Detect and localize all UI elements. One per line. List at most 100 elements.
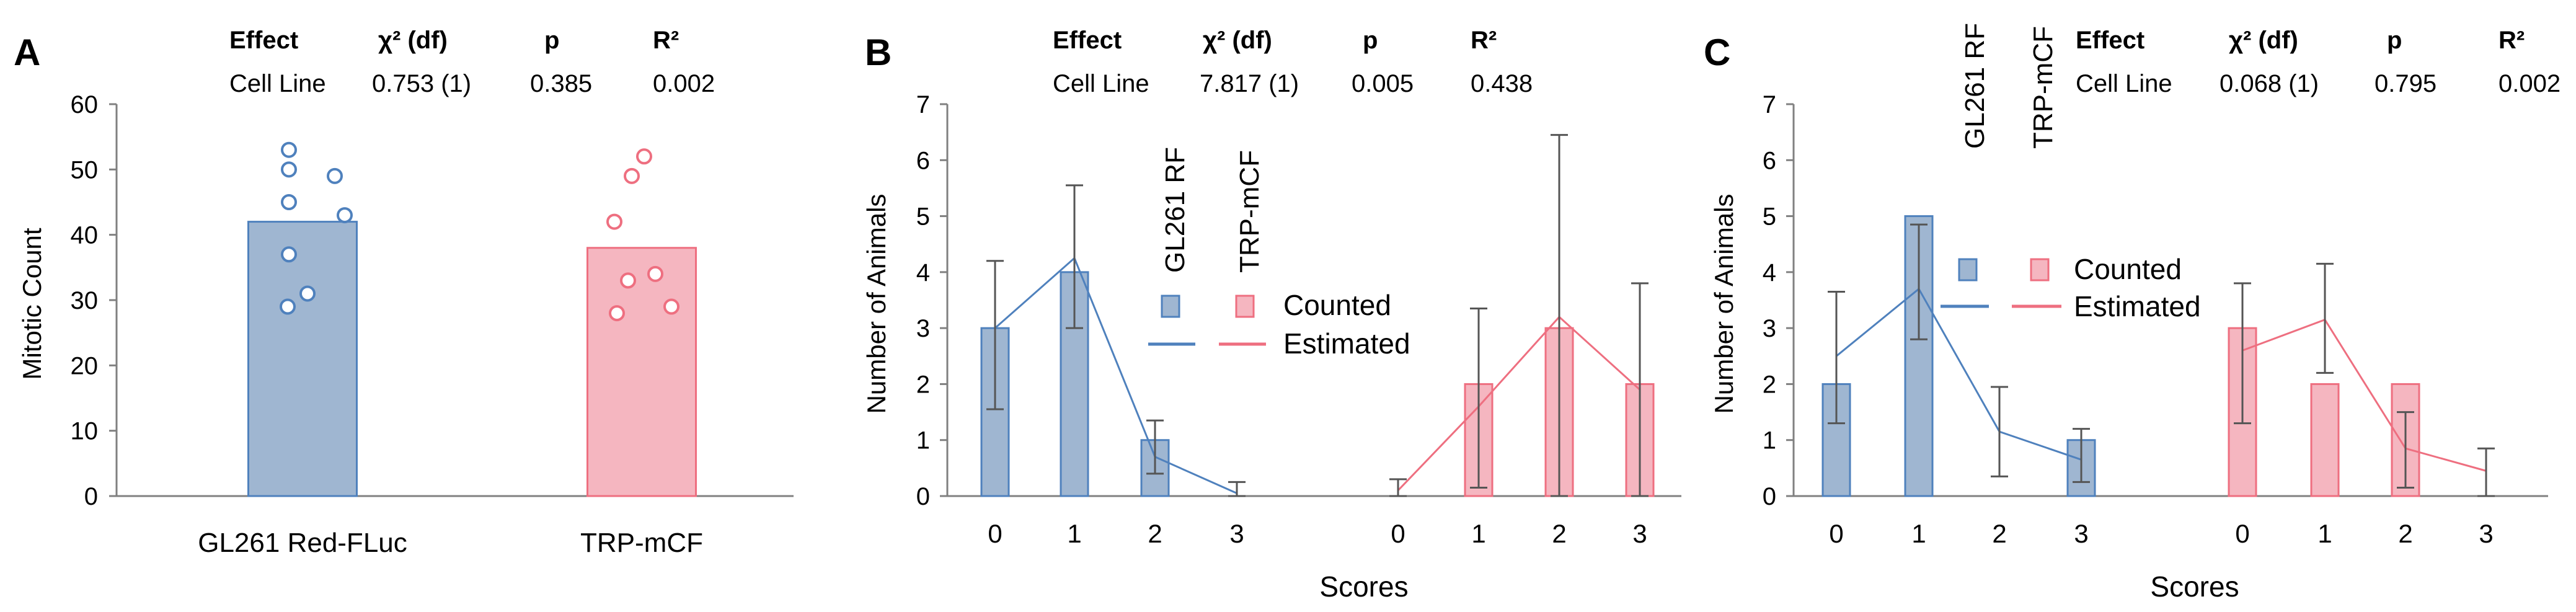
data-point (609, 305, 625, 322)
estimated-line (994, 256, 1237, 494)
x-tick-label: 0 (1391, 519, 1405, 548)
stats-row-chi: 0.753 (1) (372, 70, 471, 97)
y-tick-label: 5 (916, 203, 930, 231)
y-tick-label: 6 (916, 147, 930, 174)
y-tick-label: 0 (84, 483, 98, 510)
panel-c-plot: 0 1 2 3 4 5 6 7 0 1 2 3 0 1 2 3 (1763, 91, 2548, 548)
x-tick-label: 3 (1632, 519, 1647, 548)
y-tick-label: 40 (71, 222, 99, 249)
x-tick-label: 2 (2398, 519, 2412, 548)
y-tick-label: 1 (1763, 427, 1776, 455)
legend-series-trp: TRP-mCF (2028, 26, 2058, 149)
panel-c-stats: Effect χ² (df) p R² Cell Line 0.068 (1) … (2076, 27, 2561, 97)
data-point (281, 194, 297, 210)
estimated-line (2242, 318, 2487, 472)
panel-a: A Effect χ² (df) p R² Cell Line 0.753 (1… (14, 27, 794, 558)
legend-counted-blue-swatch (1161, 295, 1180, 318)
stats-row-chi: 7.817 (1) (1200, 70, 1299, 97)
panel-a-letter: A (14, 32, 40, 73)
stats-row-effect: Cell Line (1053, 70, 1149, 97)
legend-counted-blue-swatch (1958, 258, 1978, 282)
panel-b-plot: 0 1 2 3 4 5 6 7 0 1 2 3 0 1 2 3 (916, 91, 1681, 548)
y-tick-label: 1 (916, 427, 930, 455)
x-tick-label: 1 (1911, 519, 1926, 548)
stats-row-chi: 0.068 (1) (2220, 70, 2319, 97)
stats-header-p: p (1363, 27, 1378, 54)
x-tick-label: 3 (1229, 519, 1244, 548)
y-tick-label: 30 (71, 287, 99, 314)
y-tick-label: 7 (1763, 91, 1776, 118)
panel-c-xlabel: Scores (2150, 570, 2239, 603)
data-point (647, 265, 663, 282)
x-tick-label: 1 (1067, 519, 1081, 548)
stats-header-effect: Effect (2076, 27, 2144, 54)
data-point (280, 298, 296, 315)
panel-b-legend: GL261 RF TRP-mCF Counted Estimated (1148, 147, 1410, 360)
panel-a-stats: Effect χ² (df) p R² Cell Line 0.753 (1) … (229, 27, 715, 97)
legend-counted-label: Counted (2074, 253, 2182, 285)
bar (586, 247, 697, 497)
y-tick-label: 4 (1763, 259, 1776, 286)
legend-series-gl261: GL261 RF (1960, 23, 1990, 149)
panel-b-xlabel: Scores (1319, 570, 1408, 603)
panel-c-ylabel: Number of Animals (1709, 194, 1738, 414)
y-tick-label: 10 (71, 418, 99, 445)
x-tick-label: 1 (2317, 519, 2332, 548)
data-point (327, 167, 343, 184)
x-tick-label: 2 (1552, 519, 1566, 548)
stats-header-effect: Effect (1053, 27, 1122, 54)
data-point (606, 213, 622, 230)
y-tick-label: 6 (1763, 147, 1776, 174)
y-tick-label: 60 (71, 91, 99, 118)
panel-b-letter: B (865, 32, 892, 73)
stats-header-r2: R² (653, 27, 679, 54)
legend-counted-red-swatch (2030, 258, 2050, 282)
stats-row-r2: 0.002 (653, 70, 715, 97)
x-tick-label: 0 (1829, 519, 1843, 548)
data-point (281, 161, 297, 178)
y-tick-label: 4 (916, 259, 930, 286)
x-tick-label: TRP-mCF (580, 528, 703, 558)
stats-header-chi: χ² (df) (2229, 27, 2298, 54)
stats-header-chi: χ² (df) (1203, 27, 1272, 54)
legend-counted-label: Counted (1283, 289, 1391, 321)
y-tick-label: 5 (1763, 203, 1776, 231)
x-tick-label: GL261 Red-FLuc (198, 528, 407, 558)
x-tick-label: 2 (1992, 519, 2006, 548)
y-tick-label: 7 (916, 91, 930, 118)
legend-counted-red-swatch (1235, 295, 1255, 318)
data-point (636, 148, 652, 165)
bar (247, 221, 358, 497)
x-tick-label: 3 (2074, 519, 2088, 548)
count-bar (2310, 383, 2340, 497)
data-point (663, 298, 679, 315)
y-tick-label: 3 (1763, 315, 1776, 342)
x-tick-label: 1 (1471, 519, 1485, 548)
y-tick-label: 2 (916, 371, 930, 398)
stats-header-p: p (2387, 27, 2402, 54)
y-tick-label: 20 (71, 352, 99, 379)
estimated-line (1836, 287, 2082, 461)
y-tick-label: 50 (71, 156, 99, 184)
y-tick-label: 2 (1763, 371, 1776, 398)
stats-header-r2: R² (1471, 27, 1497, 54)
panel-b-stats: Effect χ² (df) p R² Cell Line 7.817 (1) … (1053, 27, 1533, 97)
stats-row-p: 0.005 (1352, 70, 1414, 97)
data-point (620, 272, 636, 289)
panel-b-ylabel: Number of Animals (862, 194, 891, 414)
stats-row-effect: Cell Line (2076, 70, 2172, 97)
panel-c-legend: GL261 RF TRP-mCF Counted Estimated (1941, 23, 2201, 322)
legend-estimated-label: Estimated (2074, 290, 2201, 322)
x-tick-label: 0 (988, 519, 1002, 548)
stats-row-r2: 0.438 (1471, 70, 1533, 97)
stats-row-effect: Cell Line (229, 70, 326, 97)
data-point (299, 285, 316, 302)
estimated-line (1397, 315, 1641, 492)
y-tick-label: 3 (916, 315, 930, 342)
x-tick-label: 3 (2479, 519, 2493, 548)
x-tick-label: 0 (2235, 519, 2249, 548)
stats-header-r2: R² (2499, 27, 2525, 54)
stats-row-p: 0.795 (2375, 70, 2437, 97)
legend-estimated-label: Estimated (1283, 327, 1410, 360)
